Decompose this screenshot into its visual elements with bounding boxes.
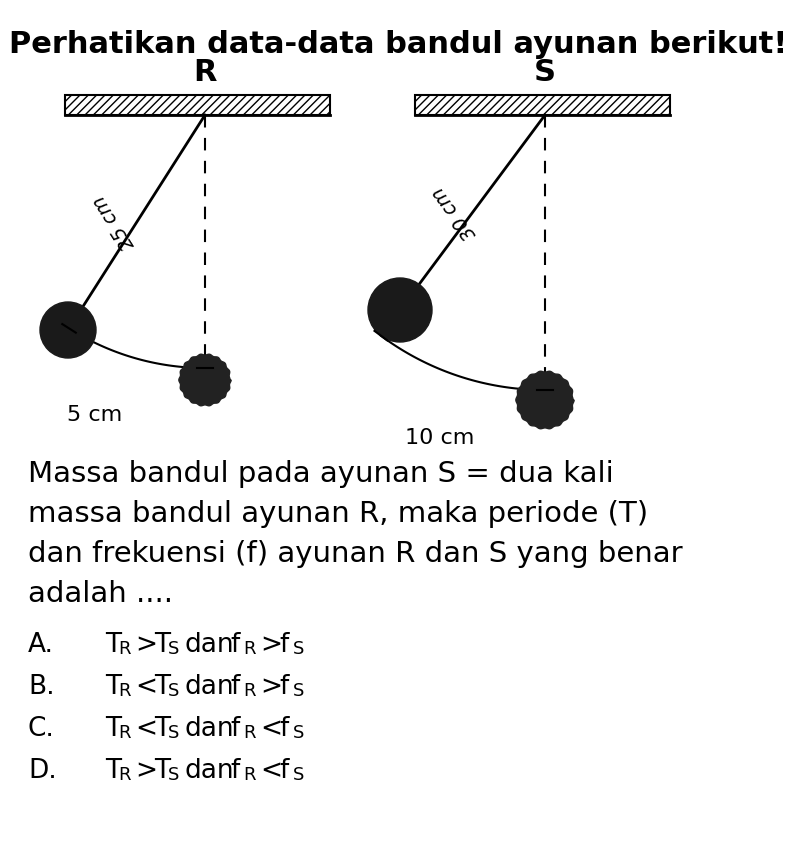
Text: dan: dan: [185, 716, 234, 742]
Text: dan: dan: [185, 632, 234, 658]
Text: <: <: [135, 674, 157, 700]
Circle shape: [368, 278, 432, 342]
Text: f: f: [280, 716, 289, 742]
Text: A.: A.: [28, 632, 54, 658]
Text: S: S: [292, 640, 304, 658]
Text: T: T: [105, 716, 121, 742]
Text: T: T: [155, 716, 171, 742]
Circle shape: [40, 302, 96, 358]
Text: f: f: [280, 632, 289, 658]
Text: f: f: [230, 674, 239, 700]
Text: <: <: [261, 716, 282, 742]
Text: 30 cm: 30 cm: [429, 182, 481, 243]
Text: f: f: [280, 758, 289, 784]
Text: f: f: [280, 674, 289, 700]
Text: R: R: [118, 766, 131, 784]
Text: dan frekuensi (f) ayunan R dan S yang benar: dan frekuensi (f) ayunan R dan S yang be…: [28, 540, 682, 568]
Text: adalah ....: adalah ....: [28, 580, 173, 608]
Text: >: >: [135, 758, 157, 784]
Text: S: S: [292, 724, 304, 742]
Text: T: T: [105, 758, 121, 784]
Text: T: T: [155, 674, 171, 700]
Bar: [65, 95, 330, 115]
Text: <: <: [261, 758, 282, 784]
Text: S: S: [534, 58, 556, 87]
Text: S: S: [292, 766, 304, 784]
Text: Perhatikan data-data bandul ayunan berikut!: Perhatikan data-data bandul ayunan berik…: [10, 30, 787, 59]
Text: >: >: [135, 632, 157, 658]
Text: dan: dan: [185, 674, 234, 700]
Text: S: S: [167, 724, 179, 742]
Text: 25 cm: 25 cm: [90, 191, 139, 253]
Text: R: R: [243, 682, 256, 700]
Text: R: R: [118, 682, 131, 700]
Text: T: T: [155, 632, 171, 658]
Text: >: >: [261, 632, 282, 658]
Text: Massa bandul pada ayunan S = dua kali: Massa bandul pada ayunan S = dua kali: [28, 460, 614, 488]
Text: <: <: [135, 716, 157, 742]
Polygon shape: [179, 354, 231, 405]
Text: C.: C.: [28, 716, 55, 742]
Text: R: R: [243, 640, 256, 658]
Bar: [415, 95, 670, 115]
Text: massa bandul ayunan R, maka periode (T): massa bandul ayunan R, maka periode (T): [28, 500, 648, 528]
Text: f: f: [230, 758, 239, 784]
Text: D.: D.: [28, 758, 57, 784]
Text: R: R: [243, 724, 256, 742]
Polygon shape: [516, 371, 574, 429]
Text: dan: dan: [185, 758, 234, 784]
Text: R: R: [193, 58, 217, 87]
Text: S: S: [292, 682, 304, 700]
Text: R: R: [118, 724, 131, 742]
Text: R: R: [243, 766, 256, 784]
Text: T: T: [155, 758, 171, 784]
Text: f: f: [230, 716, 239, 742]
Text: S: S: [167, 640, 179, 658]
Text: 10 cm: 10 cm: [406, 428, 475, 448]
Text: R: R: [118, 640, 131, 658]
Text: S: S: [167, 682, 179, 700]
Text: B.: B.: [28, 674, 55, 700]
Text: T: T: [105, 674, 121, 700]
Text: >: >: [261, 674, 282, 700]
Text: 5 cm: 5 cm: [68, 405, 123, 425]
Text: S: S: [167, 766, 179, 784]
Text: T: T: [105, 632, 121, 658]
Text: f: f: [230, 632, 239, 658]
